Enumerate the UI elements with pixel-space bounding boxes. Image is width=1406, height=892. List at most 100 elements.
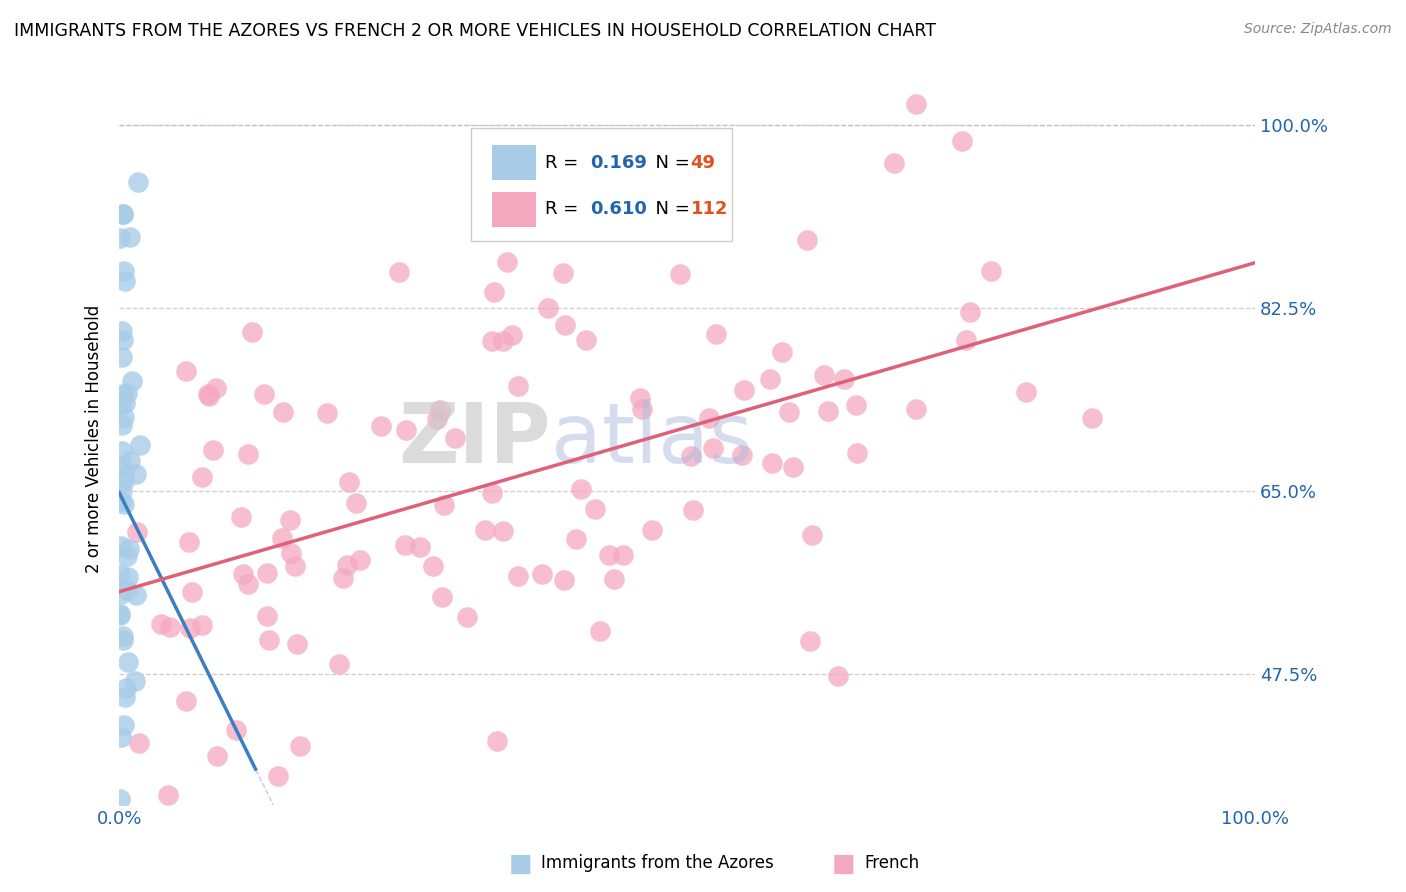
Point [433, 498, 456, 512]
Point [481, 334, 503, 348]
Point [176, 363, 198, 377]
Text: N =: N = [644, 154, 696, 172]
Text: 112: 112 [690, 201, 728, 219]
Point [316, 406, 339, 420]
Point [174, 693, 197, 707]
Point [796, 233, 818, 247]
Point [111, 418, 134, 433]
Point [271, 531, 294, 545]
Point [110, 819, 132, 833]
Point [603, 573, 626, 587]
Point [114, 274, 136, 288]
Point [883, 156, 905, 170]
Point [1015, 384, 1038, 399]
Point [537, 301, 560, 316]
Text: 0.610: 0.610 [591, 201, 647, 219]
Point [236, 447, 259, 461]
Point [553, 266, 575, 280]
FancyBboxPatch shape [492, 192, 536, 227]
Y-axis label: 2 or more Vehicles in Household: 2 or more Vehicles in Household [86, 305, 103, 574]
Point [114, 681, 136, 695]
Point [630, 401, 652, 416]
Point [531, 567, 554, 582]
Point [827, 669, 849, 683]
Text: N =: N = [644, 201, 696, 219]
Point [190, 618, 212, 632]
Point [285, 637, 308, 651]
Point [110, 730, 132, 744]
Point [112, 718, 135, 732]
Point [128, 736, 150, 750]
Point [110, 587, 132, 601]
Point [112, 333, 135, 347]
Point [733, 383, 755, 397]
Point [110, 398, 132, 412]
Point [114, 396, 136, 410]
FancyBboxPatch shape [471, 128, 733, 242]
Point [256, 566, 278, 580]
Point [772, 344, 794, 359]
Point [501, 328, 523, 343]
Point [682, 503, 704, 517]
Point [845, 398, 868, 412]
Point [124, 673, 146, 688]
Point [110, 607, 132, 622]
Point [202, 443, 225, 458]
Point [124, 467, 146, 481]
Text: 49: 49 [690, 154, 716, 172]
Point [641, 523, 664, 537]
Point [955, 334, 977, 348]
Point [112, 629, 135, 643]
Point [496, 255, 519, 269]
Point [980, 264, 1002, 278]
Point [205, 749, 228, 764]
Text: ZIP: ZIP [398, 399, 551, 480]
Text: ■: ■ [509, 852, 531, 875]
Point [197, 386, 219, 401]
Point [290, 739, 312, 754]
Point [430, 590, 453, 604]
Point [229, 509, 252, 524]
Point [832, 372, 855, 386]
Point [118, 542, 141, 557]
Point [612, 548, 634, 562]
Point [443, 431, 465, 445]
Point [225, 723, 247, 737]
Point [492, 524, 515, 538]
Point [111, 207, 134, 221]
Point [181, 585, 204, 599]
Point [177, 535, 200, 549]
Point [704, 326, 727, 341]
Point [112, 264, 135, 278]
Point [456, 610, 478, 624]
Point [127, 175, 149, 189]
Point [236, 576, 259, 591]
Point [115, 386, 138, 401]
Point [198, 389, 221, 403]
Point [150, 617, 173, 632]
Point [115, 549, 138, 563]
Point [598, 548, 620, 562]
Point [569, 482, 592, 496]
Point [112, 633, 135, 648]
Point [112, 497, 135, 511]
Point [120, 454, 142, 468]
Point [179, 621, 201, 635]
Point [628, 391, 651, 405]
Text: Immigrants from the Azores: Immigrants from the Azores [541, 855, 775, 872]
Point [575, 333, 598, 347]
Point [702, 441, 724, 455]
Point [589, 624, 612, 639]
Point [339, 475, 361, 489]
Point [257, 633, 280, 648]
Point [506, 379, 529, 393]
Point [114, 690, 136, 704]
Point [474, 523, 496, 537]
Point [121, 374, 143, 388]
Point [681, 450, 703, 464]
Point [731, 448, 754, 462]
Point [799, 633, 821, 648]
Point [110, 607, 132, 621]
Point [564, 532, 586, 546]
Point [669, 267, 692, 281]
